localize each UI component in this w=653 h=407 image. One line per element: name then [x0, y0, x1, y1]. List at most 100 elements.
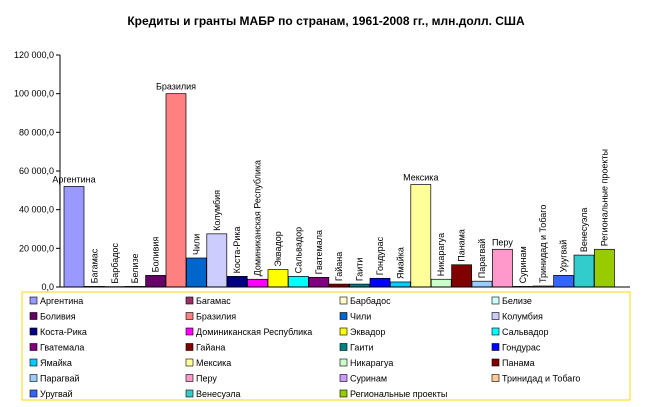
- bar: [492, 248, 513, 288]
- legend-label: Тринидад и Тобаго: [502, 374, 580, 384]
- legend-label: Чили: [350, 312, 371, 322]
- legend-swatch: [29, 312, 38, 320]
- bar: [369, 277, 391, 288]
- legend-label: Доминиканская Республика: [196, 327, 312, 337]
- legend-label: Мексика: [196, 358, 231, 368]
- legend-swatch: [339, 343, 348, 351]
- bar: [390, 281, 411, 288]
- bar: [267, 269, 289, 288]
- legend-swatch: [185, 296, 194, 305]
- legend-label: Парагвай: [40, 374, 79, 384]
- bar: [165, 93, 187, 288]
- legend-label: Боливия: [40, 312, 76, 322]
- bar: [145, 275, 166, 288]
- bar: [573, 254, 595, 288]
- bar: [247, 278, 268, 288]
- legend-swatch: [185, 374, 194, 382]
- legend-label: Гайана: [196, 343, 225, 353]
- legend-label: Региональные проекты: [350, 389, 447, 399]
- bar: [594, 248, 615, 288]
- bar-label: Мексика: [403, 173, 438, 183]
- bar: [63, 186, 85, 288]
- bar-label: Панама: [457, 229, 467, 262]
- bar: [226, 276, 248, 288]
- legend-label: Никарагуа: [350, 358, 393, 368]
- bar-label: Белизе: [130, 253, 140, 283]
- bar-label: Гватемала: [314, 230, 324, 274]
- bar-label: Барбадос: [110, 242, 120, 283]
- y-tick-label: 40 000,0: [19, 205, 54, 215]
- legend-swatch: [29, 343, 38, 351]
- chart-title: Кредиты и гранты МАБР по странам, 1961-2…: [127, 14, 525, 28]
- bar-label: Ямайка: [395, 247, 405, 279]
- legend-swatch: [29, 389, 38, 398]
- legend-swatch: [491, 343, 500, 351]
- legend-swatch: [339, 327, 348, 336]
- legend-label: Венесуэла: [196, 389, 241, 399]
- bar: [186, 257, 207, 288]
- legend-swatch: [491, 374, 500, 382]
- bar: [206, 233, 228, 288]
- legend-swatch: [29, 358, 38, 367]
- bar-label: Эквадор: [273, 231, 283, 266]
- bar: [410, 184, 432, 288]
- bar: [288, 276, 309, 288]
- legend-label: Сальвадор: [502, 327, 549, 337]
- legend-box: [21, 291, 631, 401]
- bar-label: Багамас: [89, 248, 99, 283]
- bar-label: Гондурас: [375, 236, 385, 275]
- bar-label: Уругвай: [559, 240, 569, 273]
- legend-label: Эквадор: [350, 327, 385, 337]
- legend-label: Уругвай: [40, 389, 73, 399]
- bar-label: Региональные проекты: [599, 149, 609, 246]
- bar-label: Доминиканская Республика: [253, 160, 263, 276]
- y-tick-label: 100 000,0: [14, 89, 54, 99]
- legend-swatch: [185, 389, 194, 398]
- legend-swatch: [185, 343, 194, 351]
- bar: [430, 278, 452, 288]
- legend-label: Коста-Рика: [40, 327, 87, 337]
- bar-label: Венесуэла: [579, 208, 589, 253]
- legend-swatch: [339, 296, 348, 305]
- legend-swatch: [491, 327, 500, 336]
- bar-label: Никарагуа: [436, 233, 446, 276]
- bar-label: Чили: [191, 234, 201, 255]
- bar-label: Коста-Рика: [232, 226, 242, 273]
- bar-label: Боливия: [151, 237, 161, 273]
- y-tick-label: 80 000,0: [19, 127, 54, 137]
- legend-label: Суринам: [350, 374, 387, 384]
- legend-label: Бразилия: [196, 312, 236, 322]
- y-tick-label: 20 000,0: [19, 243, 54, 253]
- legend-swatch: [339, 312, 348, 320]
- bar: [553, 275, 574, 288]
- legend-label: Гаити: [350, 343, 374, 353]
- bar-label: Бразилия: [156, 82, 196, 92]
- legend-label: Колумбия: [502, 312, 543, 322]
- legend-label: Панама: [502, 358, 535, 368]
- legend-swatch: [339, 358, 348, 367]
- bar-label: Гайана: [334, 252, 344, 281]
- legend-label: Багамас: [196, 296, 231, 306]
- y-tick-label: 0,0: [41, 282, 54, 292]
- legend-label: Перу: [196, 374, 217, 384]
- legend-swatch: [491, 358, 500, 367]
- legend-swatch: [29, 296, 38, 305]
- y-tick-label: 120 000,0: [14, 50, 54, 60]
- bar-label: Парагвай: [477, 239, 487, 278]
- bar-label: Аргентина: [52, 174, 95, 184]
- legend-swatch: [339, 389, 348, 398]
- legend-swatch: [185, 358, 194, 367]
- legend-label: Гондурас: [502, 343, 541, 353]
- legend-label: Аргентина: [40, 296, 83, 306]
- legend-label: Барбадос: [350, 296, 391, 306]
- bar-label: Перу: [492, 237, 513, 247]
- bar: [451, 264, 472, 288]
- legend-swatch: [29, 327, 38, 336]
- bar-label: Сальвадор: [293, 227, 303, 274]
- bar-label: Колумбия: [212, 190, 222, 231]
- y-tick-label: 60 000,0: [19, 166, 54, 176]
- legend-label: Белизе: [502, 296, 532, 306]
- legend-swatch: [339, 374, 348, 382]
